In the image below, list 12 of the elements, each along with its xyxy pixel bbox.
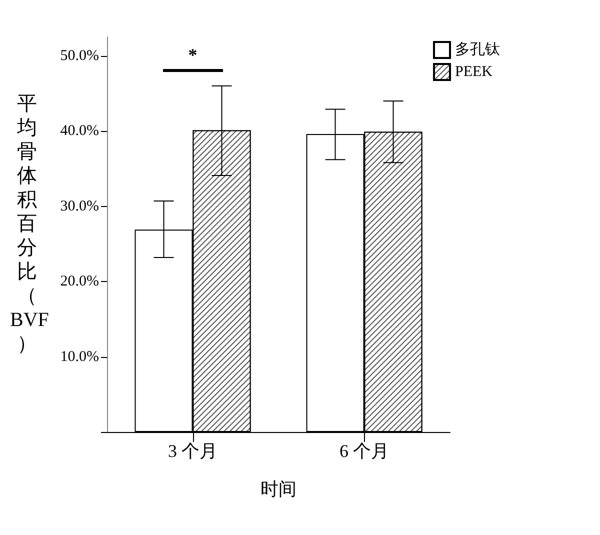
y-tick-label: 40.0% [60,123,99,140]
y-tick-label: 10.0% [60,348,99,365]
x-tick-label: 6 个月 [340,441,389,461]
y-tick-label: 50.0% [60,48,99,64]
legend-label: 多孔钛 [455,41,500,58]
annotation: * [188,45,198,66]
legend-label: PEEK [455,64,493,80]
text: 平均骨体积百分比（BVF） [10,93,49,355]
x-tick-label: 3 个月 [168,441,218,461]
x-axis-title: 时间 [260,479,296,499]
y-tick-label: 30.0% [60,198,99,214]
y-tick-label: 20.0% [60,274,99,290]
